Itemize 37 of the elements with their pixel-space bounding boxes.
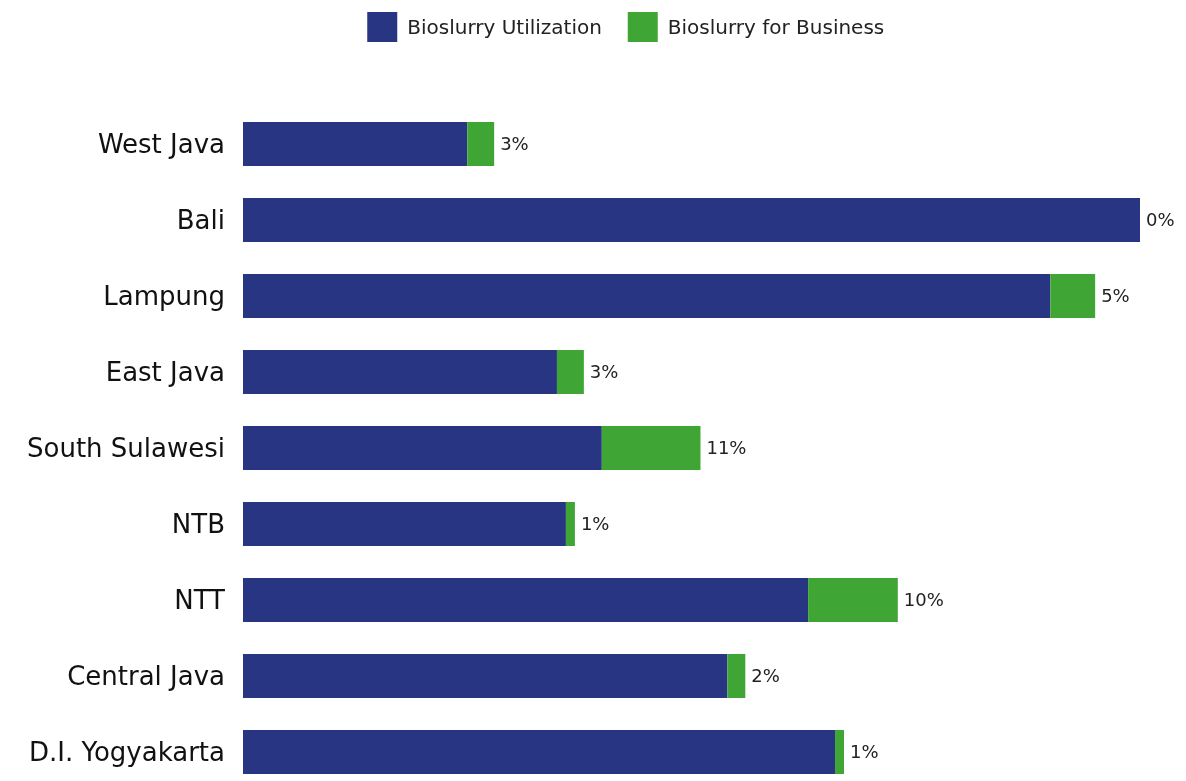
legend-label: Bioslurry for Business xyxy=(667,15,885,39)
bar xyxy=(243,122,468,166)
legend-label: Bioslurry Utilization xyxy=(407,15,602,39)
data-label: 3% xyxy=(589,361,619,382)
y-tick-label: East Java xyxy=(105,357,225,387)
data-label: 2% xyxy=(751,665,780,686)
bar xyxy=(556,350,584,394)
bar xyxy=(835,730,844,774)
bar xyxy=(808,578,898,622)
y-tick-label: Bali xyxy=(176,205,225,235)
bar xyxy=(243,426,602,470)
data-label: 11% xyxy=(706,437,747,458)
y-tick-label: Lampung xyxy=(103,281,225,311)
bar xyxy=(243,198,1140,242)
data-label: 1% xyxy=(580,513,610,534)
y-tick-label: NTT xyxy=(174,585,226,615)
bar xyxy=(243,502,566,546)
y-tick-label: NTB xyxy=(171,509,225,539)
bar xyxy=(601,426,701,470)
data-label: 1% xyxy=(849,741,879,762)
bar xyxy=(565,502,575,546)
data-label: 10% xyxy=(903,589,944,610)
bar xyxy=(243,730,836,774)
data-label: 0% xyxy=(1146,209,1175,230)
bar xyxy=(243,578,809,622)
y-tick-label: Central Java xyxy=(67,661,225,691)
data-label: 5% xyxy=(1101,285,1130,306)
bar xyxy=(243,654,728,698)
data-label: 3% xyxy=(500,133,529,154)
bar xyxy=(467,122,495,166)
y-tick-label: South Sulawesi xyxy=(27,433,225,463)
bar xyxy=(243,274,1051,318)
y-tick-label: D.I. Yogyakarta xyxy=(29,737,225,767)
bar xyxy=(1050,274,1096,318)
bar xyxy=(727,654,746,698)
bar xyxy=(243,350,557,394)
y-tick-label: West Java xyxy=(97,129,225,159)
